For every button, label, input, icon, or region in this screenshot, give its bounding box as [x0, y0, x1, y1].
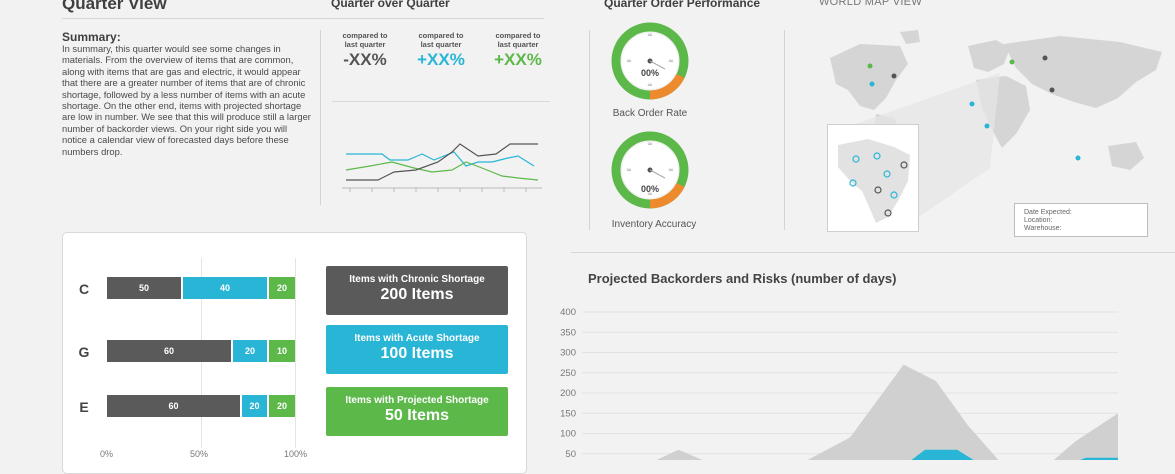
- bar-label-g: G: [78, 344, 90, 360]
- y-tick-label: 150: [560, 408, 576, 419]
- bar-segment-projected: 20: [269, 395, 295, 417]
- bar-segment-projected: 20: [269, 277, 295, 299]
- gauge-value: 00%: [641, 68, 659, 78]
- section-divider: [571, 252, 1175, 253]
- acute-shortage-box[interactable]: Items with Acute Shortage 100 Items: [326, 325, 508, 374]
- summary-text: In summary, this quarter would see some …: [62, 43, 311, 157]
- gauge-value: 00%: [641, 184, 659, 194]
- gauge-bottom-symbol: ∞: [647, 81, 653, 89]
- bar-axis-0: 0%: [100, 449, 114, 459]
- comparison-label: last quarter: [497, 40, 539, 49]
- chronic-shortage-label: Items with Chronic Shortage: [349, 274, 485, 285]
- chronic-shortage-count: 200 Items: [380, 286, 454, 303]
- projected-shortage-count: 50 Items: [384, 407, 450, 424]
- trend-sparkline: [342, 143, 542, 192]
- gauge-side-symbol: ∞: [626, 166, 632, 174]
- comparison-2: compared to last quarter +XX%: [410, 31, 472, 70]
- projected-shortage-label: Items with Projected Shortage: [345, 395, 489, 406]
- bar-label-c: C: [78, 281, 90, 297]
- gauge-side-symbol: ∞: [626, 57, 632, 65]
- acute-shortage-count: 100 Items: [380, 345, 454, 362]
- summary-divider: [320, 30, 321, 205]
- bar-axis-50: 50%: [190, 449, 209, 459]
- back-order-gauge: ∞ ∞ ∞ ∞ 00%: [611, 22, 689, 100]
- quarter-view-title: Quarter View: [62, 0, 167, 13]
- bar-segment-acute: 20: [242, 395, 267, 417]
- map-zoom-inset[interactable]: [827, 124, 919, 232]
- bar-segment-projected: 10: [269, 340, 295, 362]
- inventory-accuracy-gauge: ∞ ∞ ∞ ∞ 00%: [611, 131, 689, 209]
- africa-inset-map: [838, 139, 910, 223]
- bar-segment-chronic: 50: [107, 277, 181, 299]
- comparison-divider: [332, 101, 550, 102]
- quarter-order-performance-title: Quarter Order Performance: [604, 0, 761, 10]
- comparison-value: +XX%: [494, 50, 542, 69]
- comparison-value: +XX%: [417, 50, 465, 69]
- y-tick-label: 350: [560, 327, 576, 338]
- gauge-side-symbol: ∞: [668, 166, 674, 174]
- comparison-label: compared to: [342, 31, 388, 40]
- y-tick-label: 50: [565, 449, 576, 460]
- comparison-label: last quarter: [344, 40, 386, 49]
- gauge-top-symbol: ∞: [647, 140, 653, 148]
- map-legend-box: Date Expected: Location: Warehouse:: [1014, 203, 1148, 237]
- bar-axis-100: 100%: [284, 449, 308, 459]
- gauges-left-divider: [589, 30, 590, 230]
- bar-row-g: 60 20 10: [107, 340, 297, 362]
- gauge-top-symbol: ∞: [647, 31, 653, 39]
- bar-grid-100: [295, 258, 296, 448]
- bar-label-e: E: [79, 399, 89, 415]
- inventory-accuracy-label: Inventory Accuracy: [611, 219, 697, 230]
- quarter-over-quarter-title: Quarter over Quarter: [331, 0, 450, 10]
- y-tick-label: 250: [560, 368, 576, 379]
- gauge-bottom-symbol: ∞: [647, 190, 653, 198]
- world-map-title: WORLD MAP VIEW: [819, 0, 923, 8]
- comparison-label: compared to: [495, 31, 541, 40]
- acute-shortage-label: Items with Acute Shortage: [354, 333, 480, 344]
- comparison-label: compared to: [418, 31, 464, 40]
- y-tick-label: 400: [560, 307, 576, 318]
- area-series-1: [656, 364, 1118, 460]
- summary-heading: Summary:: [62, 30, 121, 44]
- bar-row-e: 60 20 20: [107, 395, 297, 417]
- bar-segment-chronic: 60: [107, 395, 240, 417]
- comparison-3: compared to last quarter +XX%: [487, 31, 549, 70]
- comparison-1: compared to last quarter -XX%: [334, 31, 396, 70]
- bar-segment-acute: 40: [183, 277, 267, 299]
- projected-backorders-chart: 400 350 300 250 200 150 100 50: [560, 307, 1118, 460]
- map-legend-location: Location:: [1024, 217, 1053, 224]
- y-tick-label: 200: [560, 388, 576, 399]
- bar-row-c: 50 40 20: [107, 277, 297, 299]
- projected-backorders-title: Projected Backorders and Risks (number o…: [588, 271, 897, 286]
- gauges-right-divider: [784, 30, 785, 230]
- y-tick-label: 300: [560, 348, 576, 359]
- bar-segment-acute: 20: [233, 340, 267, 362]
- back-order-rate-label: Back Order Rate: [612, 108, 688, 119]
- comparison-value: -XX%: [343, 50, 387, 69]
- gauge-side-symbol: ∞: [668, 57, 674, 65]
- area-series-2: [911, 449, 1118, 460]
- map-legend-date: Date Expected:: [1024, 209, 1072, 216]
- projected-shortage-box[interactable]: Items with Projected Shortage 50 Items: [326, 387, 508, 436]
- map-legend-warehouse: Warehouse:: [1024, 225, 1062, 232]
- header-divider: [62, 18, 544, 19]
- bar-segment-chronic: 60: [107, 340, 231, 362]
- comparison-label: last quarter: [420, 40, 462, 49]
- chronic-shortage-box[interactable]: Items with Chronic Shortage 200 Items: [326, 266, 508, 315]
- y-tick-label: 100: [560, 429, 576, 440]
